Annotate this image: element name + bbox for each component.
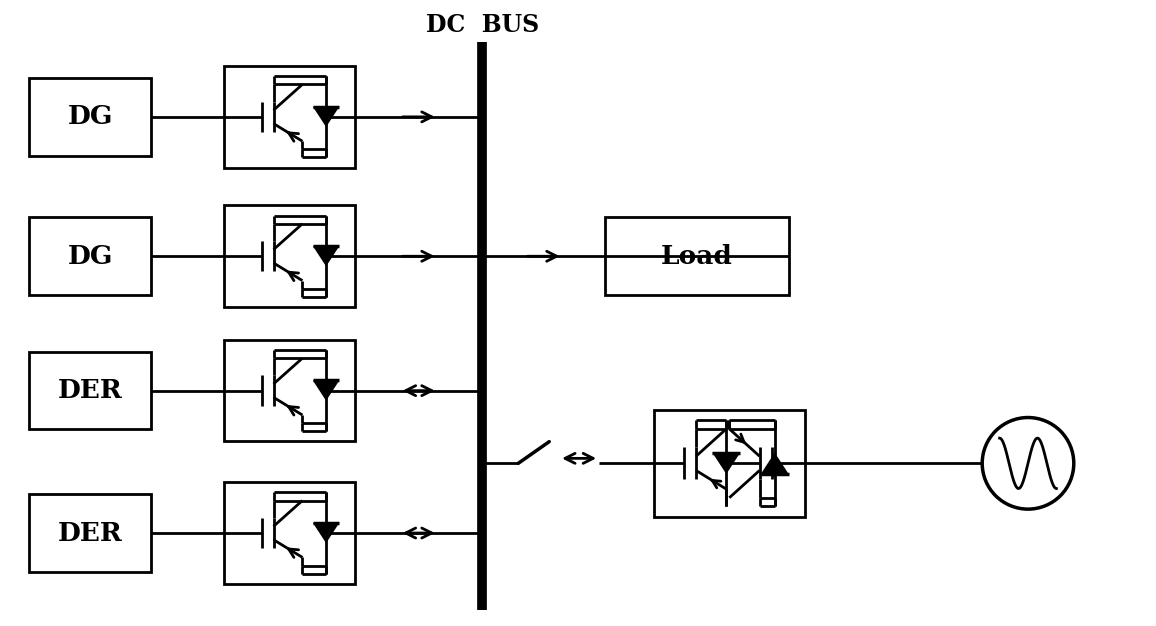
Polygon shape: [712, 453, 740, 474]
Polygon shape: [313, 381, 339, 401]
Polygon shape: [313, 523, 339, 543]
Polygon shape: [313, 246, 339, 267]
Text: DG: DG: [67, 105, 113, 130]
Text: DG: DG: [67, 244, 113, 269]
Polygon shape: [313, 106, 339, 127]
Text: Load: Load: [661, 244, 733, 269]
Polygon shape: [761, 453, 788, 474]
Text: DER: DER: [58, 521, 123, 545]
Text: DC  BUS: DC BUS: [425, 13, 539, 38]
Text: DER: DER: [58, 378, 123, 403]
